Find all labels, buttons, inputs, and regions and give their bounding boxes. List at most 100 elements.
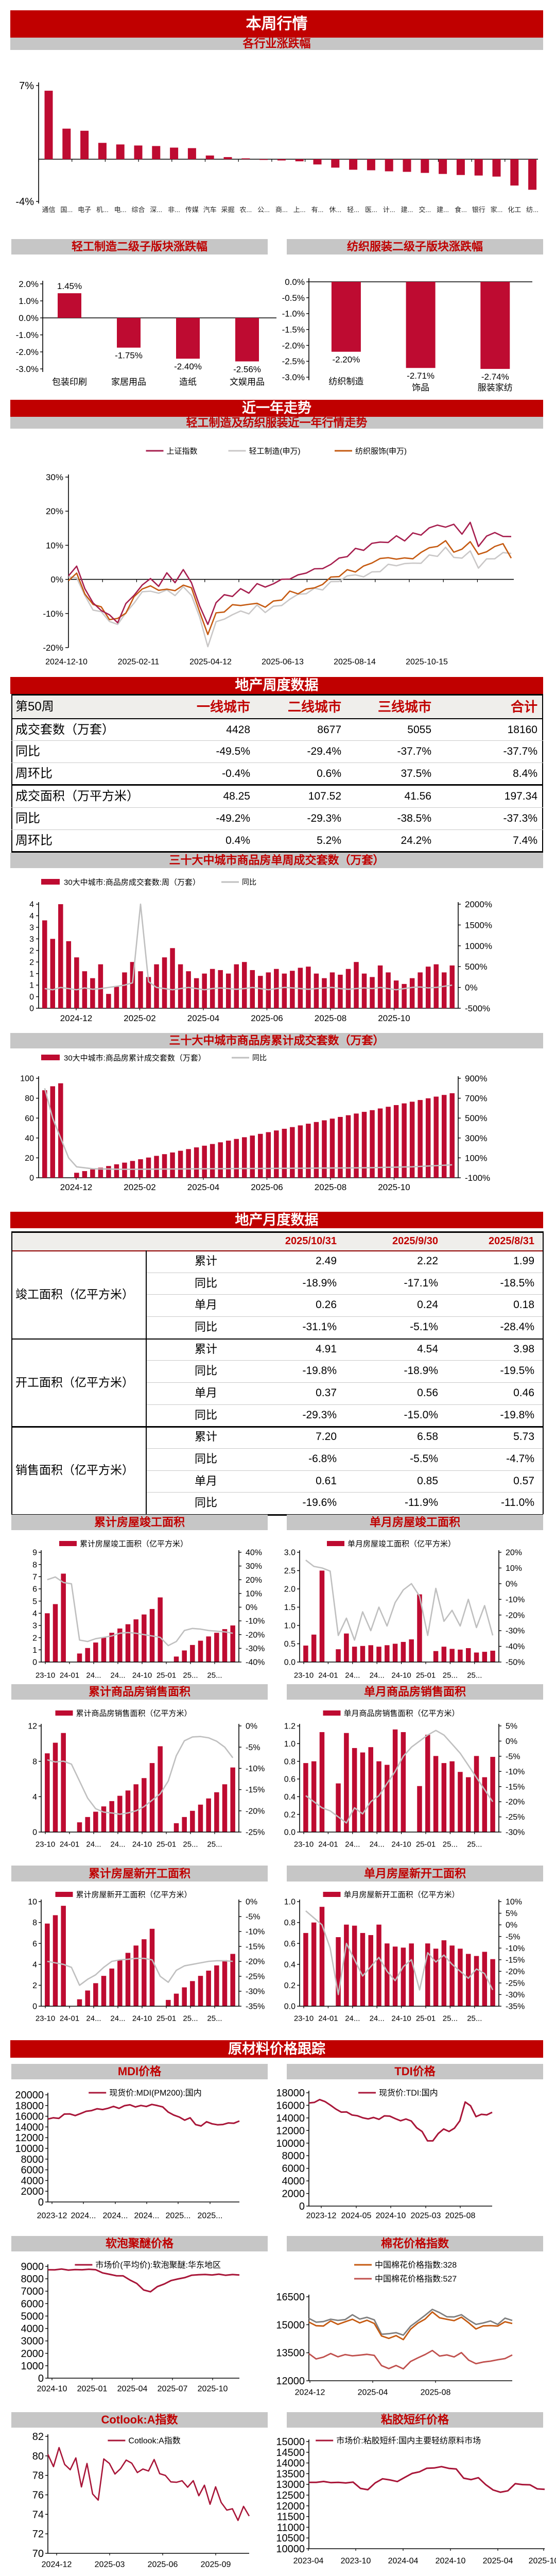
svg-text:0%: 0%	[246, 1898, 257, 1907]
svg-text:市场价:粘胶短纤:国内主要轻纺原料市场: 市场价:粘胶短纤:国内主要轻纺原料市场	[336, 2436, 481, 2446]
svg-text:同比: 同比	[252, 1054, 267, 1062]
svg-text:-10%: -10%	[506, 1944, 525, 1953]
svg-text:0.6: 0.6	[284, 1775, 296, 1784]
svg-text:3: 3	[29, 923, 34, 932]
svg-text:家居用品: 家居用品	[111, 377, 146, 387]
svg-text:10%: 10%	[46, 540, 63, 550]
svg-text:14000: 14000	[276, 2113, 305, 2124]
svg-text:-25%: -25%	[246, 1973, 265, 1981]
svg-text:-4%: -4%	[15, 196, 34, 208]
svg-text:-100%: -100%	[465, 1173, 490, 1183]
svg-text:3.0: 3.0	[284, 1549, 296, 1557]
svg-text:8: 8	[32, 1561, 37, 1569]
svg-text:1.0: 1.0	[284, 1740, 296, 1749]
svg-text:2025-08-14: 2025-08-14	[334, 658, 376, 667]
svg-text:5%: 5%	[506, 1722, 517, 1731]
svg-text:2025-10-15: 2025-10-15	[406, 658, 448, 667]
svg-text:-1.75%: -1.75%	[115, 351, 143, 361]
svg-text:14000: 14000	[15, 2122, 44, 2133]
svg-text:8000: 8000	[21, 2274, 44, 2285]
svg-text:2: 2	[29, 946, 34, 955]
svg-text:-1.0%: -1.0%	[16, 330, 39, 340]
svg-text:24-01: 24-01	[60, 1671, 79, 1680]
svg-text:0.8: 0.8	[284, 1757, 296, 1766]
svg-text:食...: 食...	[455, 206, 467, 214]
svg-text:1.5: 1.5	[284, 1603, 296, 1612]
svg-text:25...: 25...	[467, 1840, 482, 1849]
svg-text:4: 4	[29, 912, 34, 921]
svg-text:0: 0	[38, 2373, 44, 2384]
svg-text:2023-04: 2023-04	[293, 2557, 324, 2566]
svg-text:3: 3	[32, 1622, 37, 1631]
svg-text:-35%: -35%	[506, 2003, 525, 2011]
svg-text:累计房屋竣工面积（亿平方米）: 累计房屋竣工面积（亿平方米）	[80, 1539, 188, 1548]
svg-text:8: 8	[32, 1757, 37, 1766]
svg-text:-20%: -20%	[506, 1798, 525, 1807]
svg-text:-2.20%: -2.20%	[332, 355, 360, 365]
svg-text:2025-04: 2025-04	[117, 2385, 148, 2394]
svg-text:累计商品房销售面积（亿平方米）: 累计商品房销售面积（亿平方米）	[76, 1709, 192, 1718]
svg-text:有...: 有...	[311, 206, 324, 214]
svg-text:2025-03: 2025-03	[95, 2561, 125, 2569]
svg-text:非...: 非...	[168, 206, 180, 214]
svg-text:2025-04-12: 2025-04-12	[189, 658, 232, 667]
svg-text:24...: 24...	[370, 2014, 385, 2023]
svg-text:建...: 建...	[401, 206, 413, 214]
svg-text:3: 3	[29, 935, 34, 944]
svg-text:-3.0%: -3.0%	[16, 364, 39, 374]
svg-text:25...: 25...	[183, 1840, 198, 1849]
svg-text:4: 4	[32, 1609, 37, 1618]
svg-text:2024-10: 2024-10	[376, 2212, 406, 2221]
svg-text:单月房屋竣工面积（亿平方米）: 单月房屋竣工面积（亿平方米）	[348, 1539, 456, 1548]
svg-text:4000: 4000	[282, 2176, 305, 2187]
svg-text:汽车: 汽车	[203, 206, 217, 214]
svg-text:24...: 24...	[370, 1840, 385, 1849]
svg-text:30大中城市:商品房累计成交套数（万套）: 30大中城市:商品房累计成交套数（万套）	[64, 1053, 206, 1062]
svg-text:2025-10: 2025-10	[378, 1182, 410, 1192]
svg-text:20%: 20%	[506, 1549, 522, 1557]
svg-text:2025-09: 2025-09	[201, 2561, 231, 2569]
svg-text:0: 0	[32, 2003, 37, 2011]
svg-text:72: 72	[32, 2529, 44, 2540]
svg-text:-25%: -25%	[506, 1813, 525, 1822]
svg-text:18000: 18000	[276, 2088, 305, 2099]
svg-text:2024...: 2024...	[103, 2212, 128, 2221]
svg-text:23-10: 23-10	[294, 2014, 314, 2023]
svg-text:4: 4	[32, 1960, 37, 1969]
svg-text:2025-10: 2025-10	[378, 1013, 410, 1023]
svg-text:78: 78	[32, 2470, 44, 2482]
svg-text:0.2: 0.2	[284, 1810, 296, 1819]
svg-text:纺织制造: 纺织制造	[328, 377, 363, 386]
svg-text:0.8: 0.8	[284, 1919, 296, 1927]
svg-text:12500: 12500	[276, 2490, 305, 2501]
svg-text:现货价:TDI:国内: 现货价:TDI:国内	[379, 2089, 438, 2098]
svg-text:-25%: -25%	[246, 1828, 265, 1837]
svg-text:7000: 7000	[21, 2286, 44, 2297]
svg-text:16000: 16000	[15, 2111, 44, 2123]
svg-text:2025-10: 2025-10	[529, 2557, 556, 2566]
svg-text:-2.40%: -2.40%	[174, 362, 202, 371]
svg-text:0: 0	[38, 2197, 44, 2208]
svg-text:-35%: -35%	[246, 2003, 265, 2011]
svg-text:25-01: 25-01	[416, 1840, 436, 1849]
svg-text:1500%: 1500%	[465, 920, 492, 930]
svg-text:25...: 25...	[207, 1671, 222, 1680]
svg-text:24-10: 24-10	[132, 1671, 152, 1680]
svg-text:2: 2	[29, 958, 34, 967]
svg-text:现货价:MDI(PM200):国内: 现货价:MDI(PM200):国内	[109, 2089, 202, 2098]
svg-text:30%: 30%	[46, 472, 63, 482]
svg-text:-10%: -10%	[43, 609, 63, 619]
svg-text:上...: 上...	[293, 206, 306, 214]
svg-text:2025...: 2025...	[198, 2212, 223, 2221]
svg-text:25...: 25...	[207, 1840, 222, 1849]
svg-text:24-10: 24-10	[132, 1840, 152, 1849]
svg-text:中国棉花价格指数:328: 中国棉花价格指数:328	[375, 2261, 457, 2270]
svg-text:-1.5%: -1.5%	[282, 325, 305, 335]
svg-text:9: 9	[32, 1549, 37, 1557]
svg-text:25...: 25...	[443, 1671, 458, 1680]
svg-text:轻...: 轻...	[347, 206, 359, 214]
svg-text:70: 70	[32, 2548, 44, 2560]
svg-text:包装印刷: 包装印刷	[52, 377, 87, 387]
svg-text:0%: 0%	[506, 1580, 517, 1588]
svg-text:16500: 16500	[276, 2292, 305, 2303]
